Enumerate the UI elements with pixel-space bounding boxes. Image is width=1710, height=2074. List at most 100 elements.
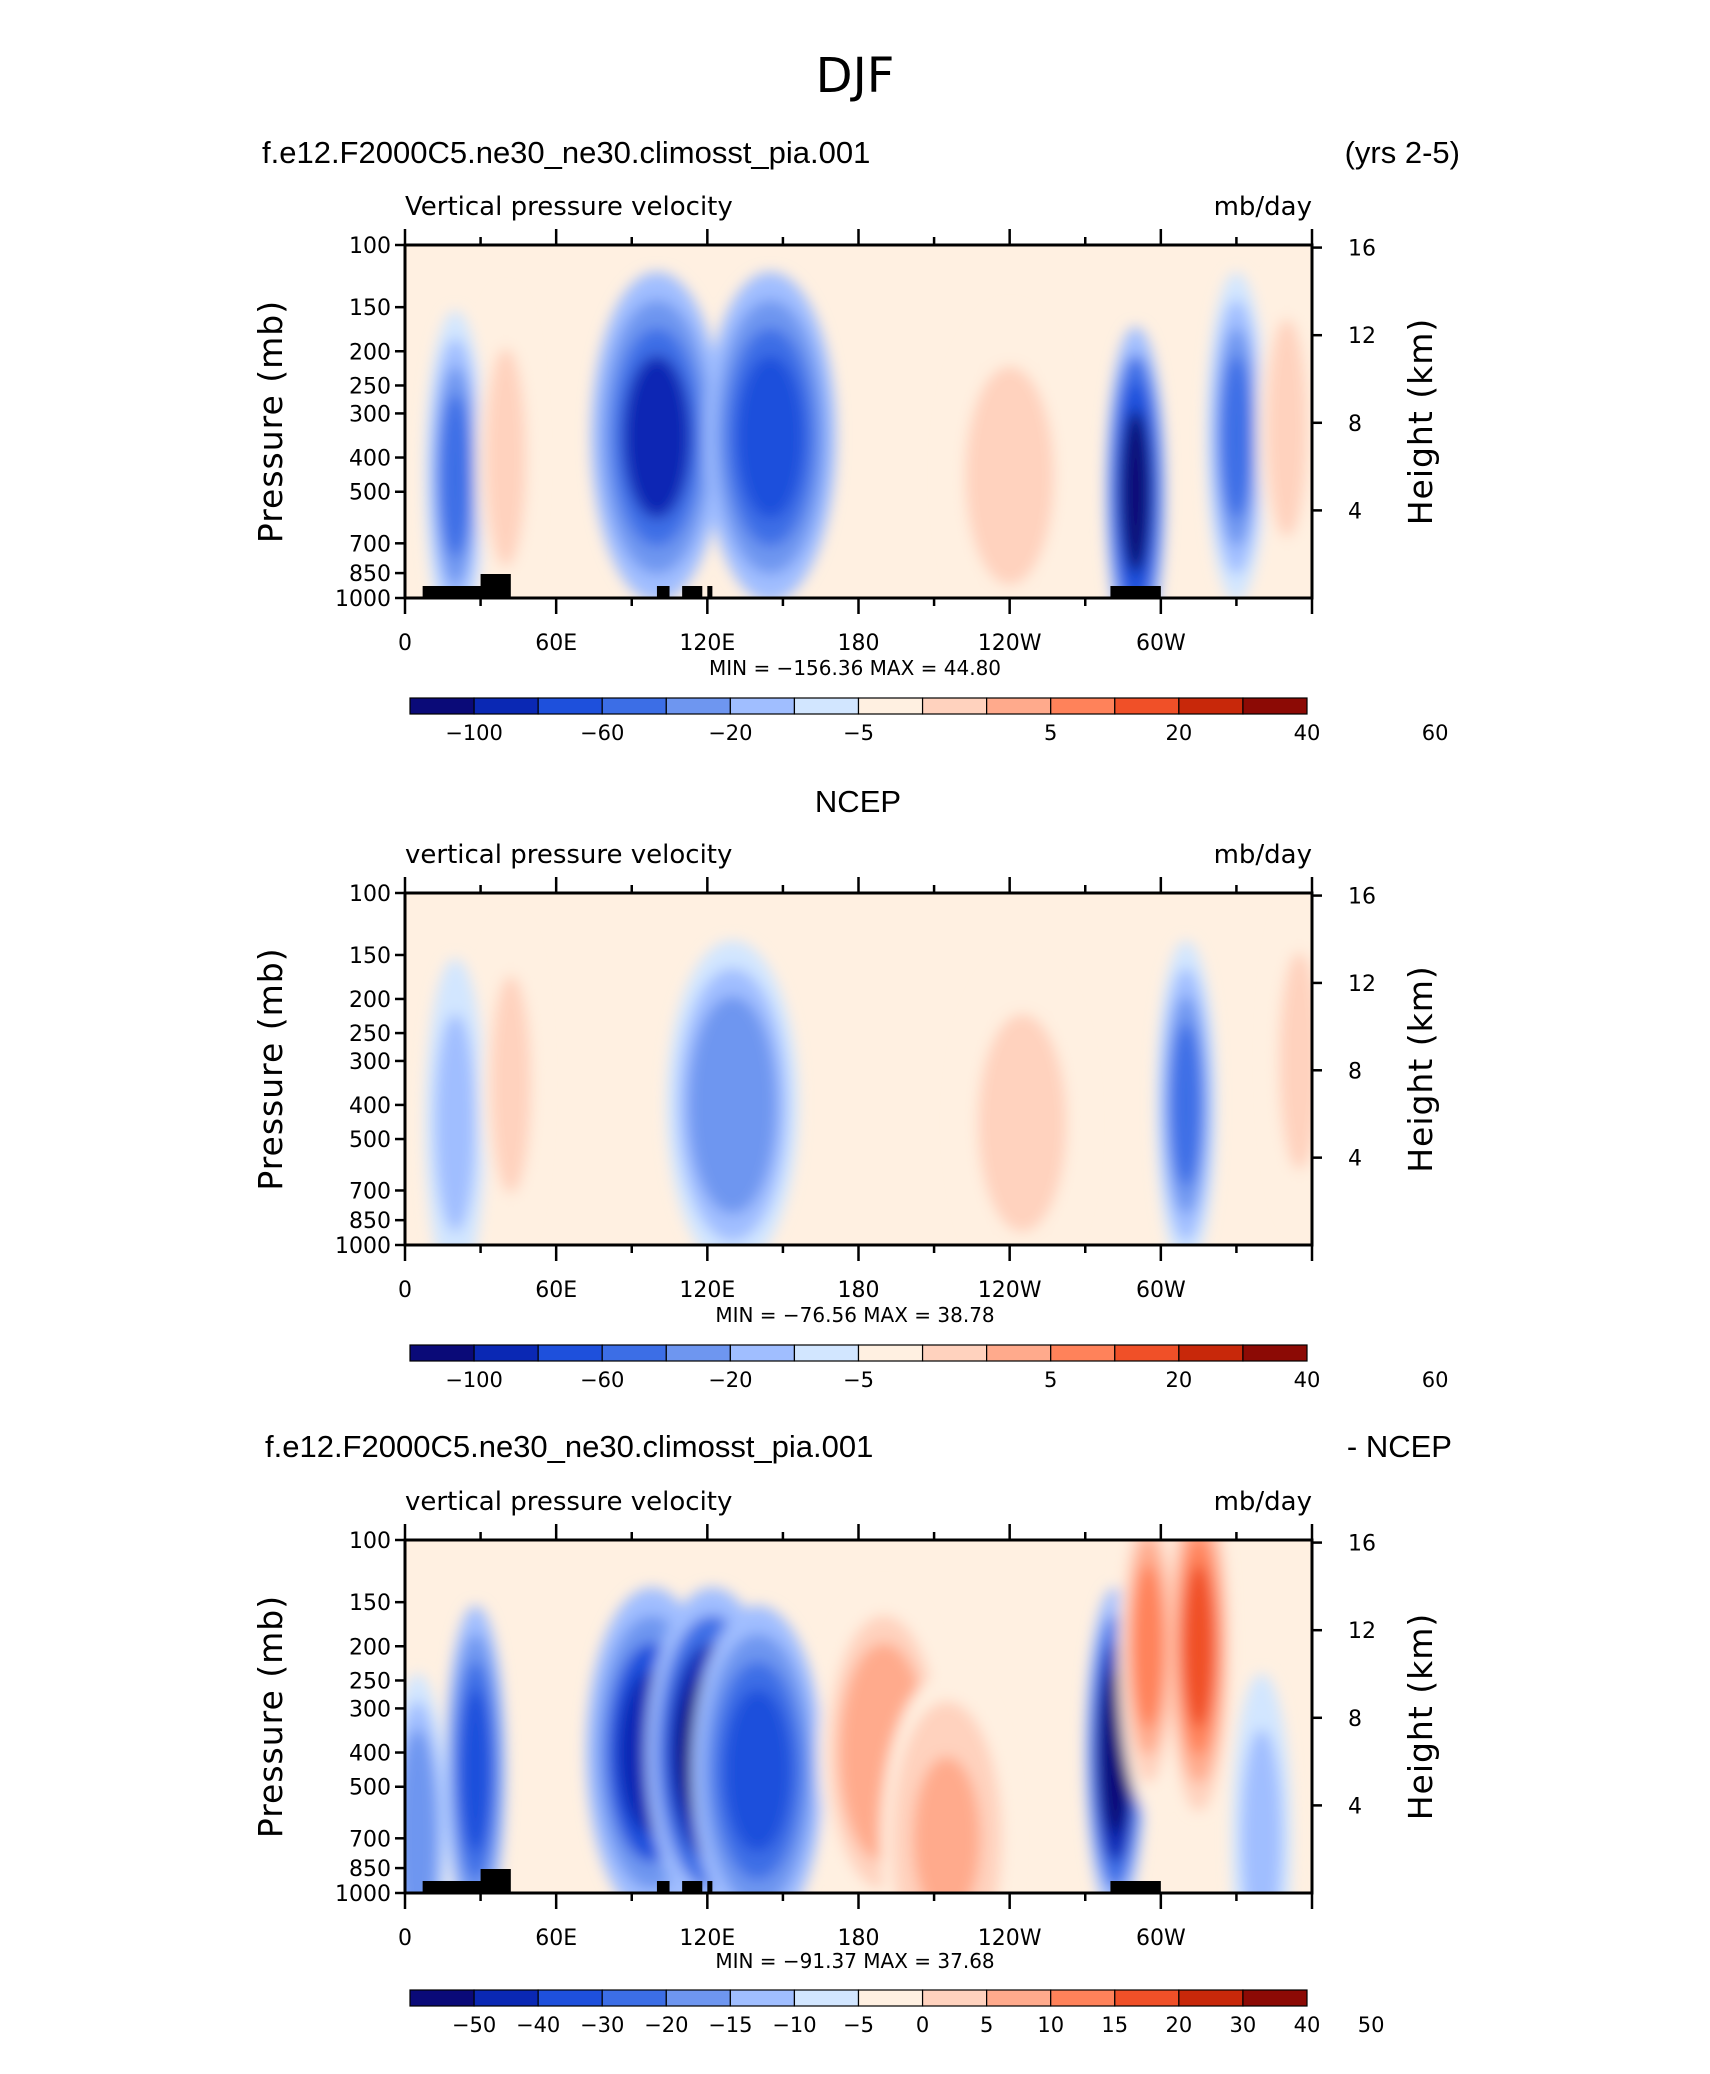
colorbar-label: −5 bbox=[843, 2013, 874, 2037]
colorbar-label: −30 bbox=[580, 2013, 624, 2037]
pressure-tick-label: 700 bbox=[349, 1179, 391, 1204]
land-mask-2 bbox=[656, 586, 670, 598]
colorbar-label: 60 bbox=[1422, 1368, 1449, 1392]
colorbar-swatch bbox=[665, 1344, 731, 1362]
pressure-tick-label: 100 bbox=[349, 234, 391, 259]
pressure-tick-label: 200 bbox=[349, 1635, 391, 1660]
pressure-tick-label: 100 bbox=[349, 1529, 391, 1554]
lon-tick-label: 180 bbox=[838, 1278, 880, 1303]
land-mask-1 bbox=[480, 574, 511, 598]
pressure-tick-label: 850 bbox=[349, 1209, 391, 1234]
y-axis-label-height: Height (km) bbox=[1401, 1613, 1440, 1821]
lon-tick-label: 180 bbox=[838, 631, 880, 656]
pressure-tick-label: 850 bbox=[349, 1857, 391, 1882]
pressure-tick-label: 400 bbox=[349, 1742, 391, 1767]
colorbar-swatch bbox=[409, 697, 475, 715]
pressure-tick-label: 1000 bbox=[335, 587, 391, 612]
colorbar-swatch bbox=[601, 1344, 667, 1362]
colorbar-swatch bbox=[793, 697, 860, 715]
colorbar-label: 40 bbox=[1294, 721, 1321, 745]
colorbar-swatch bbox=[537, 1989, 603, 2007]
plot-background bbox=[405, 245, 1312, 598]
lon-tick-label: 0 bbox=[398, 631, 412, 656]
colorbar-label: 5 bbox=[1044, 1368, 1057, 1392]
colorbar-swatch bbox=[601, 697, 667, 715]
height-tick-label: 4 bbox=[1348, 1794, 1362, 1819]
panel-3-variable: vertical pressure velocity bbox=[405, 1487, 732, 1517]
pressure-tick-label: 150 bbox=[349, 1591, 391, 1616]
colorbar-swatch bbox=[473, 1989, 539, 2007]
colorbar-label: −15 bbox=[708, 2013, 752, 2037]
contour-feature-2-level-3 bbox=[698, 1023, 767, 1187]
panel-2: NCEP vertical pressure velocity mb/day 1… bbox=[251, 784, 1449, 1392]
lon-tick-label: 60E bbox=[535, 1926, 577, 1951]
colorbar-swatch bbox=[1114, 697, 1180, 715]
colorbar-swatch bbox=[921, 697, 988, 715]
colorbar-label: 20 bbox=[1165, 721, 1192, 745]
contour-feature-2-level-3 bbox=[623, 355, 691, 519]
panel-3-case-name: f.e12.F2000C5.ne30_ne30.climosst_pia.001 bbox=[265, 1429, 873, 1464]
pressure-tick-label: 1000 bbox=[335, 1882, 391, 1907]
lon-tick-label: 180 bbox=[838, 1926, 880, 1951]
pressure-tick-label: 150 bbox=[349, 296, 391, 321]
colorbar-swatch bbox=[537, 697, 603, 715]
contour-feature-5-level-3 bbox=[1120, 410, 1152, 574]
pressure-tick-label: 200 bbox=[349, 988, 391, 1013]
colorbar-swatch bbox=[1114, 1344, 1180, 1362]
lon-tick-label: 60E bbox=[535, 1278, 577, 1303]
colorbar-swatch bbox=[665, 697, 731, 715]
colorbar-swatch bbox=[729, 1989, 796, 2007]
contour-feature-8-level-3 bbox=[1132, 1564, 1164, 1728]
contour-feature-9-level-3 bbox=[1183, 1564, 1215, 1728]
land-mask-0 bbox=[422, 1881, 484, 1893]
colorbar-label: 60 bbox=[1422, 721, 1449, 745]
y-axis-label-height: Height (km) bbox=[1401, 318, 1440, 526]
pressure-tick-label: 150 bbox=[349, 944, 391, 969]
pressure-tick-label: 250 bbox=[349, 1022, 391, 1047]
colorbar-swatch bbox=[537, 1344, 603, 1362]
panel-2-units: mb/day bbox=[1214, 840, 1312, 870]
colorbar-swatch bbox=[986, 697, 1052, 715]
contour-feature-0-level-3 bbox=[439, 394, 471, 558]
colorbar-label: 5 bbox=[1044, 721, 1057, 745]
pressure-tick-label: 250 bbox=[349, 374, 391, 399]
panel-3-min-max: MIN = −91.37 MAX = 37.68 bbox=[715, 1949, 994, 1973]
colorbar-swatch bbox=[473, 1344, 539, 1362]
colorbar-swatch bbox=[473, 697, 539, 715]
colorbar-swatch bbox=[1050, 1989, 1116, 2007]
land-mask-3 bbox=[682, 586, 703, 598]
pressure-tick-label: 300 bbox=[349, 402, 391, 427]
colorbar-swatch bbox=[1242, 1989, 1308, 2007]
colorbar-label: 15 bbox=[1101, 2013, 1128, 2037]
panel-1-variable: Vertical pressure velocity bbox=[405, 192, 733, 222]
height-tick-label: 8 bbox=[1348, 1059, 1362, 1084]
land-mask-5 bbox=[1110, 586, 1161, 598]
contour-feature-5-level-3 bbox=[1284, 979, 1312, 1143]
lon-tick-label: 60W bbox=[1136, 631, 1186, 656]
colorbar-label: −50 bbox=[452, 2013, 496, 2037]
colorbar-label: 50 bbox=[1358, 2013, 1385, 2037]
colorbar-label: −10 bbox=[772, 2013, 816, 2037]
contour-feature-4-level-3 bbox=[724, 1689, 792, 1853]
colorbar-swatch bbox=[1242, 697, 1308, 715]
lon-tick-label: 60E bbox=[535, 631, 577, 656]
land-mask-2 bbox=[656, 1881, 670, 1893]
colorbar-label: 40 bbox=[1294, 1368, 1321, 1392]
lon-tick-label: 120W bbox=[978, 1278, 1042, 1303]
colorbar-label: −40 bbox=[516, 2013, 560, 2037]
colorbar-swatch bbox=[1178, 697, 1244, 715]
colorbar-swatch bbox=[1114, 1989, 1180, 2007]
colorbar-label: 20 bbox=[1165, 2013, 1192, 2037]
colorbar-swatch bbox=[1178, 1344, 1244, 1362]
panel-2-title: NCEP bbox=[815, 784, 901, 819]
contour-feature-10-level-3 bbox=[1246, 1756, 1278, 1893]
colorbar-label: −5 bbox=[843, 1368, 874, 1392]
land-mask-4 bbox=[707, 1881, 713, 1893]
panel-2-colorbar: −100 −60 −20 −5 5 20 40 60 bbox=[409, 1344, 1449, 1392]
land-mask-4 bbox=[707, 586, 713, 598]
lon-tick-label: 120W bbox=[978, 1926, 1042, 1951]
colorbar-label: −100 bbox=[445, 721, 503, 745]
colorbar-swatch bbox=[986, 1989, 1052, 2007]
